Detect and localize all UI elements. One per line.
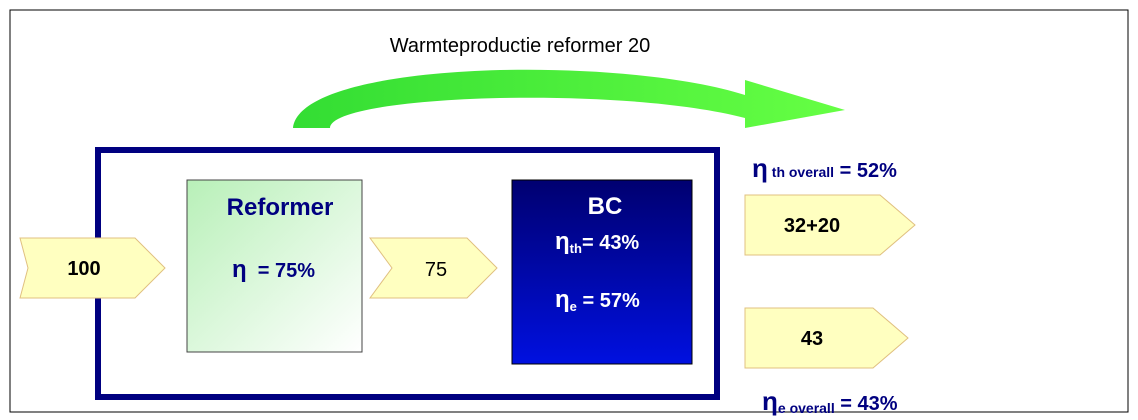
intermediate-label: 75: [425, 259, 447, 281]
electric-output-label: 43: [801, 328, 823, 350]
electric-overall: ηe overall = 43%: [762, 386, 898, 416]
input-label: 100: [67, 258, 100, 280]
thermal-overall: η th overall = 52%: [752, 153, 897, 183]
reformer-name: Reformer: [227, 194, 334, 221]
bc-name: BC: [588, 193, 623, 220]
title: Warmteproductie reformer 20: [390, 35, 650, 57]
thermal-output-arrow: [744, 194, 916, 256]
reformer-box: [186, 179, 363, 353]
electric-output-arrow: [744, 307, 909, 369]
input-arrow: [19, 237, 166, 299]
reformer-efficiency: η = 75%: [232, 256, 315, 283]
bc-thermal: ηth= 43%: [555, 228, 639, 256]
heat-arrow: [293, 69, 845, 128]
frame: [9, 9, 1129, 413]
bc-box: [511, 179, 693, 365]
intermediate-arrow: [369, 237, 498, 299]
thermal-output-label: 32+20: [784, 215, 840, 237]
bc-electric: ηe = 57%: [555, 286, 640, 314]
